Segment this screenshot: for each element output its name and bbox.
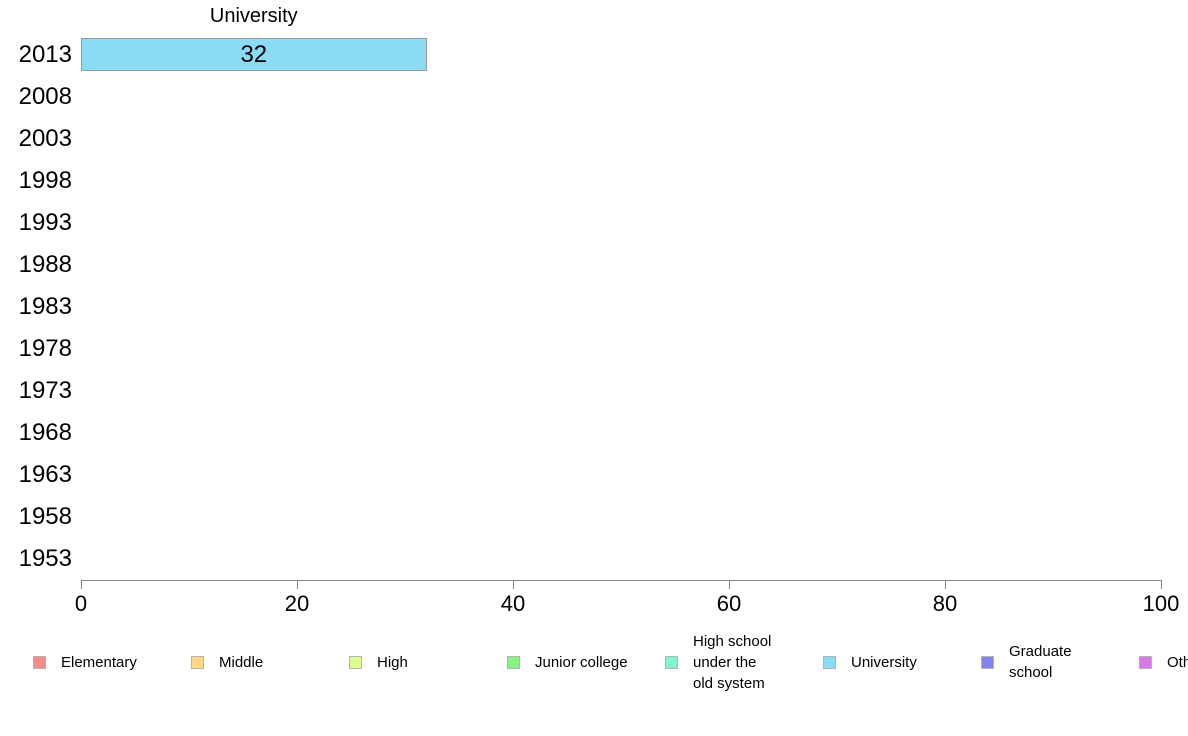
chart-title: University (209, 5, 298, 27)
x-axis-tick-label: 100 (1142, 591, 1180, 616)
y-axis-label: 1958 (18, 503, 72, 530)
y-axis-label: 2008 (18, 83, 72, 110)
x-axis-line (81, 580, 1162, 581)
legend-swatch (191, 655, 204, 669)
chart-legend: Elementary Middle High Junior college High s… (33, 630, 1188, 694)
x-axis-tick-label: 20 (284, 591, 310, 616)
legend-label: Other (1167, 653, 1188, 671)
legend-item-university[interactable]: University (823, 630, 981, 694)
x-axis-tick-label: 60 (716, 591, 742, 616)
bar-university-2013[interactable]: 32 (81, 38, 427, 71)
chart-row-2008: 2008 (0, 76, 1188, 118)
legend-item-graduate[interactable]: Graduate school (981, 630, 1139, 694)
y-axis-label: 1978 (18, 335, 72, 362)
legend-label: High school under the old system (693, 632, 772, 692)
x-axis-tick (945, 580, 946, 589)
legend-swatch (823, 655, 836, 669)
legend-label: Middle (219, 653, 264, 671)
legend-swatch (1139, 655, 1152, 669)
y-axis-label: 2003 (18, 125, 72, 152)
x-axis-tick (513, 580, 514, 589)
y-axis-label: 1993 (18, 209, 72, 236)
legend-label: Elementary (61, 653, 137, 671)
legend-swatch (665, 655, 678, 669)
legend-label: Graduate school (1009, 643, 1072, 681)
chart-row-1963: 1963 (0, 454, 1188, 496)
legend-swatch (981, 655, 994, 669)
legend-swatch (33, 655, 46, 669)
y-axis-label: 1983 (18, 293, 72, 320)
legend-label: University (851, 653, 917, 671)
y-axis-label: 1973 (18, 377, 72, 404)
y-axis-label: 1968 (18, 419, 72, 446)
chart-row-1988: 1988 (0, 244, 1188, 286)
x-axis-tick-label: 0 (74, 591, 88, 616)
legend-swatch (507, 655, 520, 669)
legend-label: Junior college (535, 653, 628, 671)
chart-row-2003: 2003 (0, 118, 1188, 160)
legend-item-high-school[interactable]: High school under the old system (665, 630, 823, 694)
chart-row-1968: 1968 (0, 412, 1188, 454)
chart-row-1993: 1993 (0, 202, 1188, 244)
chart-row-1958: 1958 (0, 496, 1188, 538)
chart-row-1998: 1998 (0, 160, 1188, 202)
legend-swatch (349, 655, 362, 669)
x-axis-tick (81, 580, 82, 589)
bar-value-label: 32 (240, 40, 268, 68)
legend-label: High (377, 653, 408, 671)
chart-row-1973: 1973 (0, 370, 1188, 412)
y-axis-label: 1998 (18, 167, 72, 194)
legend-item-other[interactable]: Other (1139, 630, 1188, 694)
chart-row-1978: 1978 (0, 328, 1188, 370)
legend-item-junior-college[interactable]: Junior college (507, 630, 665, 694)
legend-item-elementary[interactable]: Elementary (33, 630, 191, 694)
x-axis-tick (1161, 580, 1162, 589)
y-axis-label: 1988 (18, 251, 72, 278)
legend-item-high[interactable]: High (349, 630, 507, 694)
y-axis-label: 2013 (18, 41, 72, 68)
legend-item-middle[interactable]: Middle (191, 630, 349, 694)
y-axis-label: 1963 (18, 461, 72, 488)
chart-row-1983: 1983 (0, 286, 1188, 328)
chart-row-2013: 2013 32 (0, 34, 1188, 76)
x-axis-tick-label: 40 (500, 591, 526, 616)
x-axis-tick (297, 580, 298, 589)
chart-row-1953: 1953 (0, 538, 1188, 580)
x-axis-tick-label: 80 (932, 591, 958, 616)
x-axis-tick (729, 580, 730, 589)
y-axis-label: 1953 (18, 545, 72, 572)
